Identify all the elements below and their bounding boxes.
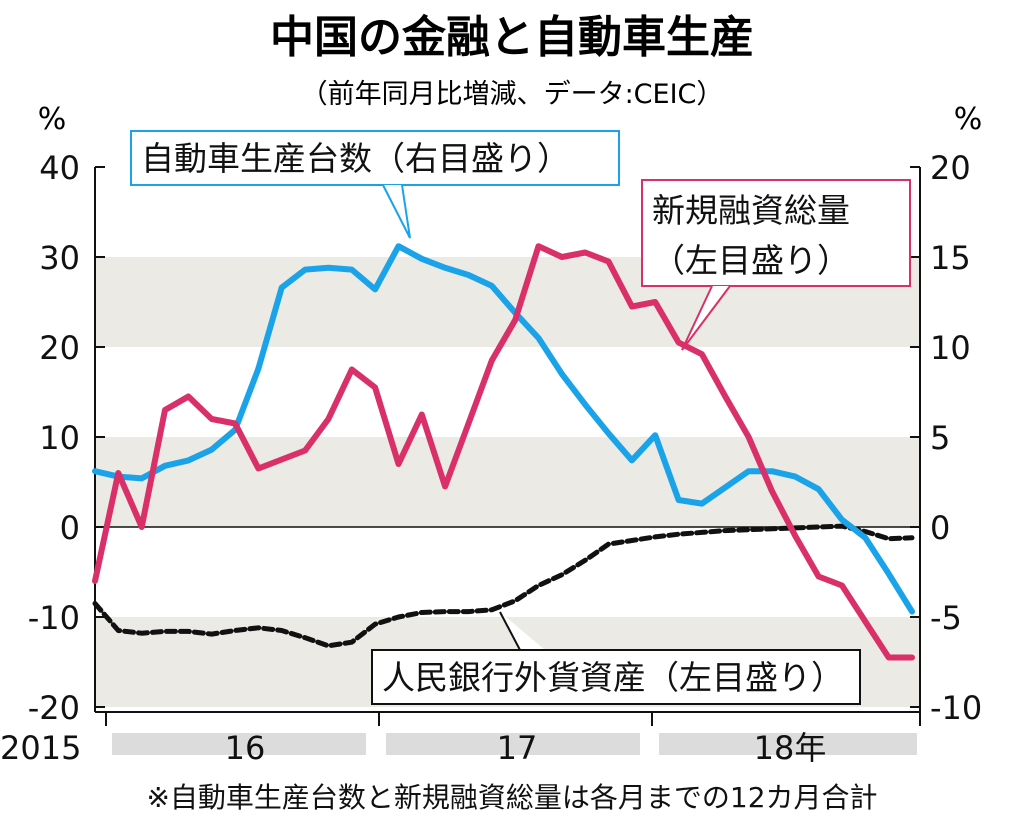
left-axis-unit: % — [38, 102, 67, 137]
right-tick-label: 15 — [930, 239, 971, 277]
left-tick-label: 20 — [39, 329, 80, 367]
band-0-10 — [95, 437, 920, 527]
callout-auto-pointer — [382, 184, 411, 239]
right-axis-unit: % — [954, 102, 983, 137]
right-tick-label: 0 — [930, 509, 950, 547]
callout-auto-box — [130, 130, 620, 186]
right-tick-label: -5 — [930, 599, 962, 637]
background-bands — [95, 257, 920, 707]
x-label-18: 18年 — [754, 729, 827, 767]
right-tick-label: 5 — [930, 419, 950, 457]
right-tick-label: -10 — [930, 689, 982, 727]
right-tick-label: 10 — [930, 329, 971, 367]
callout-loans-label-line1: 新規融資総量 — [652, 191, 850, 230]
x-label-16: 16 — [225, 729, 266, 767]
left-tick-label: 0 — [60, 509, 80, 547]
x-label-2015: 2015 — [0, 729, 81, 767]
x-label-17: 17 — [497, 729, 538, 767]
left-tick-label: -20 — [28, 689, 80, 727]
right-axis-ticks: 20 15 10 5 0 -5 -10 — [910, 149, 982, 727]
chart-subtitle: （前年同月比増減、データ:CEIC） — [301, 79, 724, 110]
series-line-new-loans — [92, 243, 915, 661]
callout-auto-production: 自動車生産台数（右目盛り） — [130, 130, 620, 239]
right-tick-label: 20 — [930, 149, 971, 187]
series-line-auto-production — [92, 243, 915, 615]
left-tick-label: 30 — [39, 239, 80, 277]
chart-title: 中国の金融と自動車生産 — [270, 12, 754, 63]
callout-auto-label: 自動車生産台数（右目盛り） — [141, 139, 570, 178]
series-line-fx-assets — [92, 523, 915, 649]
left-tick-label: -10 — [28, 599, 80, 637]
callout-fx-assets: 人民銀行外貨資産（左目盛り） — [371, 611, 861, 705]
callout-loans-box — [641, 179, 911, 287]
callout-loans-pointer — [681, 285, 731, 351]
left-tick-label: 40 — [39, 149, 80, 187]
callout-fx-label: 人民銀行外貨資産（左目盛り） — [382, 658, 844, 697]
callout-fx-box — [371, 649, 861, 705]
footnote: ※自動車生産台数と新規融資総量は各月までの12カ月合計 — [146, 781, 877, 814]
x-axis: 2015 16 17 18年 — [0, 712, 921, 767]
year-band-2018 — [659, 733, 917, 755]
year-band-2017 — [386, 733, 640, 755]
left-axis-ticks: 40 30 20 10 0 -10 -20 — [28, 149, 105, 727]
left-tick-label: 10 — [39, 419, 80, 457]
callout-loans-label-line2: （左目盛り） — [652, 241, 850, 280]
callout-new-loans: 新規融資総量 （左目盛り） — [641, 179, 911, 351]
series-layer — [92, 243, 915, 661]
year-band-2016 — [112, 733, 366, 755]
callout-fx-pointer — [499, 611, 545, 651]
